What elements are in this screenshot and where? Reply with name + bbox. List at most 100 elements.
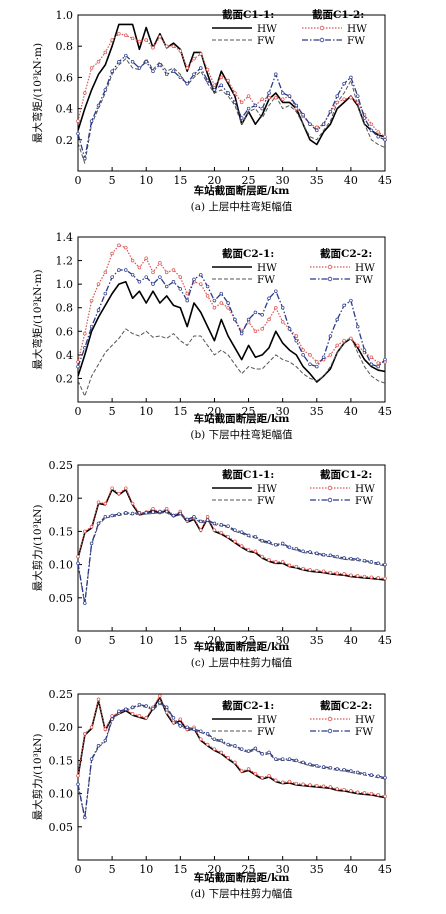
y-axis-label: 最大剪力/(10³kN): [31, 734, 44, 821]
series-point: [96, 282, 101, 286]
legend-entry-label: HW: [347, 23, 367, 35]
series-point: [233, 528, 237, 532]
series-point: [274, 560, 278, 564]
series-point: [76, 554, 80, 559]
series-point: [369, 128, 374, 133]
series-point: [164, 72, 169, 77]
series-point: [83, 601, 87, 605]
series-point: [171, 268, 176, 272]
series-point: [308, 353, 312, 357]
series-point: [369, 355, 374, 359]
y-tick-label: 0.05: [49, 821, 74, 834]
series-point: [124, 53, 128, 58]
series-point: [280, 97, 285, 101]
series-point: [274, 778, 278, 783]
series-point: [205, 742, 210, 747]
series-point: [212, 737, 217, 741]
chart-panel-4: 0 5 10 15 20 25 30 35 40 45 0.05 0.10 0.15 0.20 0.25 车站…: [31, 688, 392, 900]
series-point: [226, 305, 230, 310]
series-point: [376, 561, 380, 566]
legend-group-title: 截面C2-2:: [320, 699, 372, 712]
series-line-3: [78, 695, 385, 797]
legend-entry-label: HW: [257, 23, 277, 35]
series-point: [335, 787, 339, 791]
series-point: [335, 94, 339, 98]
series-point: [192, 277, 196, 282]
series-point: [96, 500, 101, 504]
series-point: [205, 515, 210, 519]
series-line-1: [78, 696, 385, 799]
series-line-2: [78, 58, 385, 164]
series-point: [185, 725, 189, 729]
series-point: [294, 546, 299, 551]
series-point: [260, 554, 264, 559]
series-point: [253, 549, 258, 554]
series-point: [267, 773, 271, 778]
series-point: [376, 130, 380, 134]
series-point: [355, 557, 360, 562]
series-point: [349, 298, 353, 303]
series-point: [212, 305, 217, 310]
series-line-4: [78, 701, 385, 819]
x-tick-label: 35: [310, 863, 324, 876]
series-point: [369, 560, 374, 564]
series-point: [315, 128, 319, 133]
series-line-2: [78, 703, 385, 820]
series-point: [246, 533, 251, 538]
series-point: [349, 75, 353, 80]
legend-group-title: 截面C1-2:: [312, 8, 364, 21]
series-point: [219, 291, 224, 296]
x-tick-label: 10: [139, 174, 153, 187]
series-point: [328, 553, 333, 558]
series-point: [137, 280, 142, 284]
series-point: [328, 353, 333, 357]
series-point: [199, 52, 203, 56]
series-point: [103, 88, 108, 92]
x-tick-label: 10: [139, 634, 153, 647]
series-point: [246, 767, 251, 771]
plot-frame: [77, 464, 386, 632]
series-point: [89, 541, 94, 546]
series-point: [383, 134, 387, 139]
series-point: [130, 36, 135, 41]
series-line-1: [78, 23, 385, 146]
x-tick-label: 5: [109, 634, 116, 647]
legend-marker: [327, 728, 333, 734]
y-tick-label: 0.05: [49, 592, 74, 605]
series-point: [164, 705, 169, 710]
series-point: [219, 83, 224, 87]
x-tick-label: 30: [276, 405, 290, 418]
series-point: [89, 324, 94, 329]
series-point: [130, 511, 135, 516]
series-point: [117, 243, 121, 248]
x-tick-label: 0: [75, 405, 82, 418]
series-point: [315, 551, 319, 556]
series-point: [83, 815, 87, 820]
x-tick-label: 15: [173, 405, 187, 418]
x-tick-label: 0: [75, 174, 82, 187]
series-point: [294, 334, 299, 338]
panel-caption: (d) 下层中柱剪力幅值: [190, 887, 293, 900]
series-point: [144, 716, 148, 720]
series-point: [151, 706, 155, 711]
series-point: [89, 119, 94, 123]
series-point: [185, 66, 189, 70]
series-point: [219, 301, 224, 305]
series-point: [171, 44, 176, 48]
series-point: [260, 752, 264, 756]
chart-panel-1: 0 5 10 15 20 25 30 35 40 45 0.2 0.4 0.6 0.8 1.0 车站截面断层距…: [31, 8, 392, 213]
series-point: [89, 66, 94, 70]
series-point: [226, 524, 230, 528]
series-point: [274, 757, 278, 761]
series-point: [362, 116, 367, 120]
series-point: [335, 767, 339, 771]
series-point: [124, 511, 128, 515]
series-point: [233, 760, 237, 765]
series-point: [335, 554, 339, 559]
series-point: [233, 744, 237, 748]
x-axis-label: 车站截面断层距/km: [194, 640, 290, 653]
series-point: [205, 518, 210, 522]
series-point: [144, 256, 148, 260]
series-point: [171, 69, 176, 73]
series-point: [349, 556, 353, 561]
